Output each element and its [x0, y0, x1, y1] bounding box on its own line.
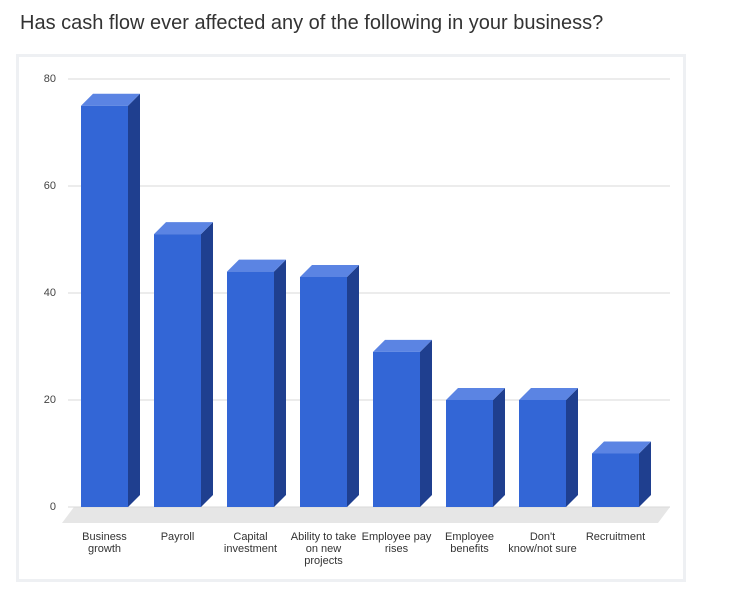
y-tick-label: 60	[44, 180, 56, 192]
bar	[373, 339, 432, 507]
bar-top	[300, 264, 359, 277]
bar-front	[81, 105, 128, 507]
y-tick-label: 40	[44, 287, 56, 299]
bar-front	[300, 276, 347, 507]
bar-front	[592, 453, 639, 507]
x-tick-label: Employee benefits	[445, 531, 494, 555]
bar	[446, 388, 505, 507]
bar-side	[639, 441, 651, 507]
bar	[300, 264, 359, 507]
bar	[592, 441, 651, 507]
bar-front	[519, 400, 566, 507]
x-tick-label: Employee pay rises	[361, 531, 432, 555]
bar-top	[227, 259, 286, 272]
y-tick-label: 20	[44, 394, 56, 406]
bar	[519, 388, 578, 507]
bar-front	[373, 351, 420, 507]
floor	[62, 507, 670, 523]
bar-top	[446, 388, 505, 400]
chart-title: Has cash flow ever affected any of the f…	[20, 12, 604, 34]
x-tick-label: Capital investment	[223, 531, 278, 555]
bar-side	[347, 264, 359, 507]
bar-side	[201, 222, 213, 507]
bar	[81, 93, 140, 507]
chart-card	[16, 54, 686, 582]
x-tick-label: Payroll	[160, 531, 195, 543]
bar-front	[154, 234, 201, 507]
y-tick-label: 80	[44, 73, 56, 85]
bar-side	[566, 388, 578, 507]
bar-side	[274, 259, 286, 507]
bar-top	[81, 93, 140, 106]
bar-front	[446, 400, 493, 507]
x-tick-label: Don't know/not sure	[508, 531, 577, 555]
x-tick-label: Recruitment	[585, 531, 646, 543]
bar-front	[227, 271, 274, 507]
bar-top	[592, 441, 651, 454]
bar-top	[154, 222, 213, 235]
bar-side	[128, 93, 140, 507]
bar	[154, 222, 213, 507]
bar-side	[420, 339, 432, 507]
y-tick-label: 0	[50, 501, 56, 513]
bar-top	[519, 388, 578, 400]
x-tick-label: Ability to take on new projects	[290, 531, 357, 567]
x-tick-label: Business growth	[82, 531, 127, 555]
bar	[227, 259, 286, 507]
bar-top	[373, 339, 432, 352]
bar-side	[493, 388, 505, 507]
